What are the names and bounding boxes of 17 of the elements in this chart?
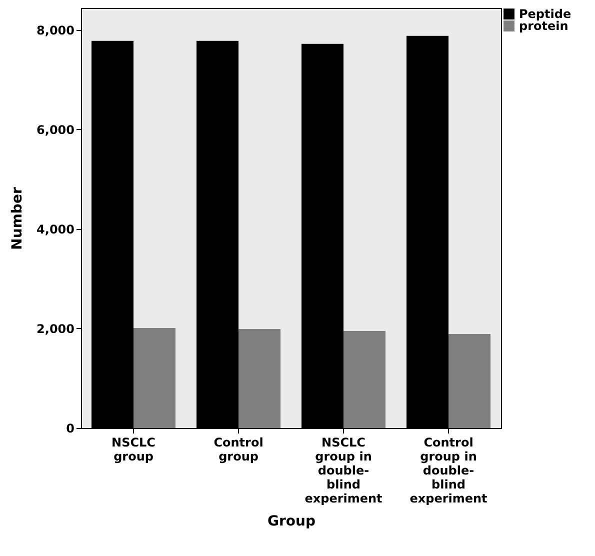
bar [134, 328, 176, 428]
bar [448, 334, 490, 428]
y-tick-label: 0 [66, 422, 74, 436]
x-tick-label: NSCLC group [112, 436, 156, 464]
y-axis-title: Number [10, 187, 26, 250]
y-tick-label: 2,000 [36, 322, 74, 336]
y-tick-label: 4,000 [36, 222, 74, 236]
y-tick-label: 6,000 [36, 122, 74, 137]
x-tick-label: Control group in double-blind experiment [410, 436, 488, 506]
legend-label: protein [519, 19, 568, 33]
y-tick-label: 8,000 [36, 23, 74, 38]
legend-label: Peptide [519, 7, 572, 21]
bar [344, 330, 386, 428]
x-tick-label: Control group [214, 436, 264, 464]
x-axis-title: Group [267, 514, 316, 530]
bar [238, 328, 280, 428]
x-tick-label: NSCLC group in double-blind experiment [304, 436, 383, 506]
